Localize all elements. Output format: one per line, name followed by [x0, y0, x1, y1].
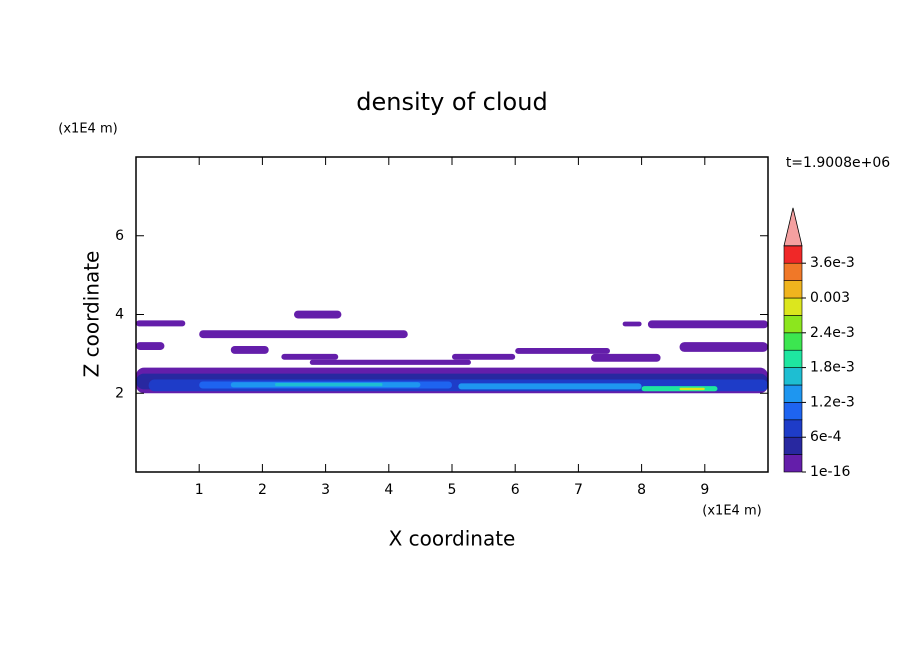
x-axis-label: X coordinate [389, 527, 516, 551]
contour-region [622, 321, 642, 327]
colorbar-box [783, 315, 803, 334]
colorbar-box [783, 332, 803, 351]
plot-frame [135, 156, 769, 473]
x-tick-label: 1 [195, 482, 204, 498]
contour-region [199, 330, 408, 339]
contour-region [136, 342, 165, 350]
x-tick-label: 4 [384, 482, 393, 498]
x-unit: (x1E4 m) [702, 504, 761, 519]
x-tick-label: 3 [321, 482, 330, 498]
colorbar-box [783, 402, 803, 421]
contour-region [281, 353, 339, 360]
contour-region [679, 342, 768, 352]
colorbar-box [783, 245, 803, 264]
contour-region [230, 346, 269, 354]
y-unit: (x1E4 m) [58, 122, 117, 137]
colorbar-box [783, 419, 803, 438]
colorbar-label: 0.003 [810, 290, 850, 306]
contour-region [641, 386, 718, 392]
contour-region [515, 347, 610, 354]
colorbar-box [783, 262, 803, 281]
contour-region [452, 353, 516, 360]
y-axis-label: Z coordinate [80, 251, 104, 378]
contour-region [294, 310, 342, 319]
x-tick-label: 2 [258, 482, 267, 498]
contour-region [458, 383, 642, 390]
colorbar-box [783, 436, 803, 455]
colorbar-label: 6e-4 [810, 429, 842, 445]
y-tick-label: 2 [115, 385, 124, 401]
colorbar-box [783, 454, 803, 473]
colorbar-label: 2.4e-3 [810, 325, 855, 341]
x-tick-label: 9 [700, 482, 709, 498]
contour-region [275, 383, 383, 387]
x-tick-label: 8 [637, 482, 646, 498]
contour-region [647, 320, 768, 329]
time-label: t=1.9008e+06 [786, 155, 890, 171]
colorbar-box [783, 384, 803, 403]
colorbar-box [783, 349, 803, 368]
colorbar-extend [783, 207, 803, 247]
colorbar-box [783, 280, 803, 299]
x-tick-label: 6 [511, 482, 520, 498]
contour-region [679, 387, 705, 391]
colorbar-box [783, 297, 803, 316]
colorbar-label: 1e-16 [810, 464, 850, 480]
contour-region [136, 320, 186, 327]
x-tick-label: 7 [574, 482, 583, 498]
colorbar-label: 1.8e-3 [810, 360, 855, 376]
y-tick-label: 6 [115, 228, 124, 244]
colorbar-box [783, 367, 803, 386]
colorbar-label: 1.2e-3 [810, 394, 855, 410]
y-tick-label: 4 [115, 307, 124, 323]
chart-title: density of cloud [356, 88, 547, 116]
colorbar-label: 3.6e-3 [810, 255, 855, 271]
contour-region [591, 353, 661, 362]
x-tick-label: 5 [448, 482, 457, 498]
contour-region [309, 359, 471, 365]
